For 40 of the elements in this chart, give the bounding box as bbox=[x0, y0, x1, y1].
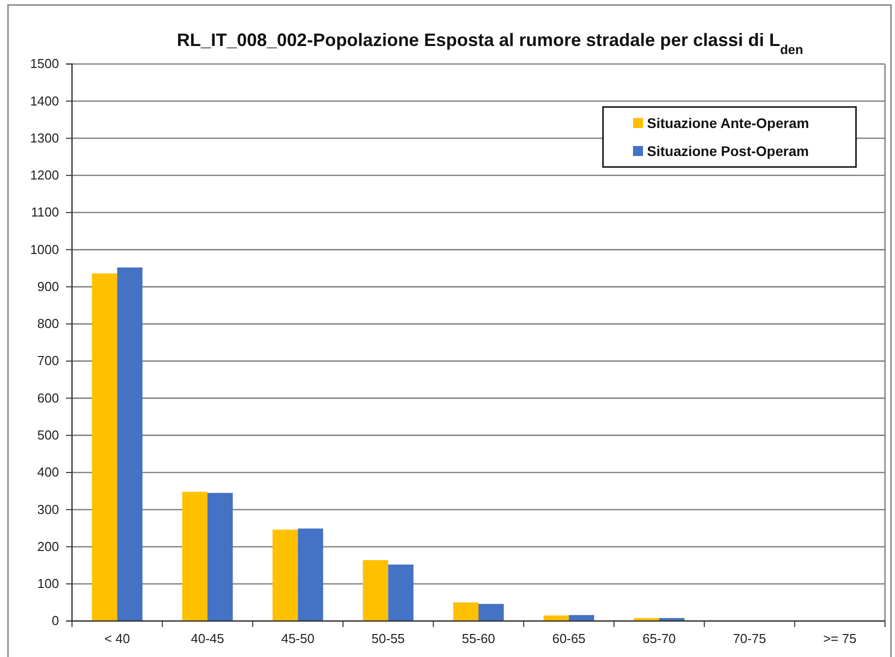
y-tick-label: 900 bbox=[37, 278, 59, 294]
y-tick-label: 1500 bbox=[30, 56, 59, 72]
legend-label: Situazione Post-Operam bbox=[647, 143, 809, 159]
bar bbox=[362, 560, 388, 621]
bar bbox=[478, 604, 504, 621]
y-tick-label: 1000 bbox=[30, 242, 59, 257]
x-tick-label: 60-65 bbox=[552, 631, 586, 646]
bar bbox=[298, 528, 324, 621]
legend-label: Situazione Ante-Operam bbox=[647, 115, 810, 131]
bar bbox=[208, 492, 233, 621]
y-tick-label: 0 bbox=[52, 613, 59, 628]
bar bbox=[272, 530, 298, 621]
x-tick-label: 50-55 bbox=[372, 631, 405, 646]
y-tick-label: 200 bbox=[37, 538, 59, 554]
x-tick-label: 55-60 bbox=[462, 631, 496, 646]
y-tick-label: 100 bbox=[37, 576, 59, 592]
y-tick-label: 800 bbox=[37, 316, 59, 332]
x-tick-label: 70-75 bbox=[732, 631, 766, 646]
y-tick-label: 600 bbox=[37, 390, 59, 406]
chart-title: RL_IT_008_002-Popolazione Esposta al rumore stradale per classi di L$_{den}$ bbox=[176, 30, 804, 56]
bar bbox=[388, 564, 414, 621]
bar bbox=[182, 492, 208, 621]
bar bbox=[453, 602, 478, 621]
bar bbox=[117, 267, 142, 621]
x-tick-label: 45-50 bbox=[281, 631, 314, 646]
y-tick-label: 1400 bbox=[30, 93, 59, 108]
y-tick-label: 1200 bbox=[30, 168, 59, 183]
x-tick-label: >= 75 bbox=[823, 631, 856, 646]
y-tick-label: 300 bbox=[37, 502, 59, 517]
bar bbox=[568, 615, 594, 621]
x-tick-label: 65-70 bbox=[642, 631, 676, 646]
y-tick-label: 500 bbox=[37, 427, 59, 442]
x-tick-label: < 40 bbox=[104, 631, 130, 646]
y-tick-label: 1300 bbox=[30, 130, 59, 146]
y-tick-label: 1100 bbox=[31, 204, 59, 220]
y-tick-label: 400 bbox=[37, 464, 59, 480]
y-tick-label: 700 bbox=[37, 353, 59, 368]
x-tick-label: 40-45 bbox=[190, 631, 224, 646]
bar bbox=[544, 615, 569, 621]
bar bbox=[92, 273, 118, 621]
